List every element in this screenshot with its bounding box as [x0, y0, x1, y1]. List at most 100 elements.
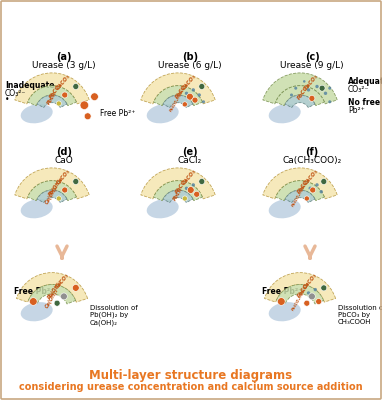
- Text: Urease (6 g/L): Urease (6 g/L): [158, 61, 222, 70]
- Ellipse shape: [21, 104, 53, 123]
- Circle shape: [309, 186, 312, 190]
- Text: Inadequate: Inadequate: [5, 81, 55, 90]
- Text: Ca(OH)₂: Ca(OH)₂: [44, 184, 60, 205]
- Text: Free Pb²⁺: Free Pb²⁺: [100, 110, 135, 118]
- Text: PbCl₂: PbCl₂: [172, 187, 184, 202]
- Circle shape: [186, 93, 193, 100]
- Wedge shape: [154, 181, 202, 201]
- Text: PbCO₃: PbCO₃: [296, 83, 311, 101]
- Wedge shape: [285, 190, 315, 203]
- Text: Dissolution of
Pb(OH)₂ by
Ca(OH)₂: Dissolution of Pb(OH)₂ by Ca(OH)₂: [90, 304, 138, 326]
- Circle shape: [294, 87, 297, 90]
- Circle shape: [185, 186, 188, 190]
- Circle shape: [316, 298, 322, 304]
- Circle shape: [277, 298, 285, 305]
- Circle shape: [314, 288, 317, 291]
- Circle shape: [309, 96, 315, 101]
- Circle shape: [60, 293, 67, 300]
- Ellipse shape: [21, 199, 53, 218]
- Wedge shape: [275, 86, 324, 106]
- Text: (d): (d): [56, 147, 72, 157]
- Text: PbCO₃: PbCO₃: [175, 82, 189, 100]
- Circle shape: [290, 94, 293, 96]
- Circle shape: [91, 93, 98, 100]
- Circle shape: [303, 80, 306, 83]
- Text: CaCO₃: CaCO₃: [303, 273, 318, 290]
- Circle shape: [328, 87, 331, 90]
- Ellipse shape: [21, 302, 53, 321]
- Wedge shape: [16, 273, 87, 302]
- Circle shape: [315, 183, 319, 186]
- Circle shape: [309, 293, 315, 300]
- Wedge shape: [163, 95, 193, 108]
- Text: No free: No free: [348, 98, 380, 107]
- Wedge shape: [37, 95, 67, 108]
- Text: CaCO₃: CaCO₃: [303, 168, 319, 185]
- Circle shape: [29, 298, 37, 305]
- Circle shape: [307, 88, 310, 92]
- Wedge shape: [276, 284, 324, 304]
- Ellipse shape: [269, 302, 301, 321]
- Text: PbCl₂: PbCl₂: [46, 91, 58, 106]
- Text: Pb(OH)₂: Pb(OH)₂: [47, 176, 64, 196]
- Circle shape: [307, 291, 310, 295]
- Wedge shape: [141, 168, 215, 199]
- Text: PbCO₃: PbCO₃: [296, 177, 311, 195]
- Wedge shape: [263, 73, 337, 104]
- Text: CaCO₃: CaCO₃: [181, 73, 197, 90]
- Circle shape: [328, 100, 331, 103]
- Circle shape: [310, 187, 316, 193]
- Wedge shape: [154, 86, 202, 106]
- Wedge shape: [28, 284, 76, 304]
- Text: Pb²⁺: Pb²⁺: [348, 106, 365, 115]
- Circle shape: [199, 178, 205, 184]
- Text: Urease (9 g/L): Urease (9 g/L): [280, 61, 344, 70]
- Text: Ca(OH)₂: Ca(OH)₂: [44, 288, 60, 309]
- Circle shape: [192, 97, 198, 103]
- Text: (f): (f): [305, 147, 319, 157]
- Circle shape: [187, 186, 194, 194]
- Wedge shape: [163, 190, 193, 203]
- Text: Pb(CO₃)(OH)₂: Pb(CO₃)(OH)₂: [291, 285, 309, 312]
- Circle shape: [194, 191, 200, 197]
- Text: Multi-layer structure diagrams: Multi-layer structure diagrams: [89, 370, 293, 382]
- Ellipse shape: [147, 199, 179, 218]
- Text: PbCO₃: PbCO₃: [296, 281, 311, 299]
- Wedge shape: [28, 86, 76, 106]
- Wedge shape: [264, 273, 335, 302]
- Circle shape: [199, 84, 205, 90]
- Circle shape: [84, 113, 91, 120]
- Circle shape: [319, 85, 325, 91]
- Circle shape: [56, 196, 62, 201]
- Circle shape: [73, 84, 79, 90]
- Text: Dissolution of
PbCO₃ by
CH₃COOH: Dissolution of PbCO₃ by CH₃COOH: [338, 305, 382, 325]
- Text: (a): (a): [56, 52, 72, 62]
- Ellipse shape: [147, 104, 179, 123]
- Text: (e): (e): [182, 147, 198, 157]
- Circle shape: [315, 85, 319, 88]
- Wedge shape: [15, 73, 89, 104]
- Text: Free Pb²⁺: Free Pb²⁺: [14, 288, 54, 296]
- Wedge shape: [141, 73, 215, 104]
- Circle shape: [62, 187, 68, 193]
- Text: PbCO₃: PbCO₃: [49, 82, 63, 100]
- Wedge shape: [263, 168, 337, 199]
- Text: CaCl₂: CaCl₂: [178, 156, 202, 165]
- Circle shape: [73, 178, 79, 184]
- Text: CO₃²⁻: CO₃²⁻: [5, 89, 26, 98]
- Circle shape: [56, 101, 62, 106]
- Wedge shape: [37, 190, 67, 203]
- Wedge shape: [28, 181, 76, 201]
- Circle shape: [197, 93, 201, 97]
- Circle shape: [80, 101, 89, 110]
- Text: PbCO₃: PbCO₃: [175, 177, 189, 195]
- Circle shape: [185, 92, 188, 95]
- Circle shape: [192, 183, 195, 186]
- Text: Pb(CO₃)(OH)₂: Pb(CO₃)(OH)₂: [291, 181, 309, 208]
- Circle shape: [304, 196, 309, 201]
- Wedge shape: [15, 168, 89, 199]
- Text: Pb(OH)₂: Pb(OH)₂: [47, 280, 64, 300]
- Text: CaCO₃: CaCO₃: [55, 73, 71, 90]
- Text: CaO: CaO: [55, 156, 73, 165]
- Ellipse shape: [269, 104, 301, 123]
